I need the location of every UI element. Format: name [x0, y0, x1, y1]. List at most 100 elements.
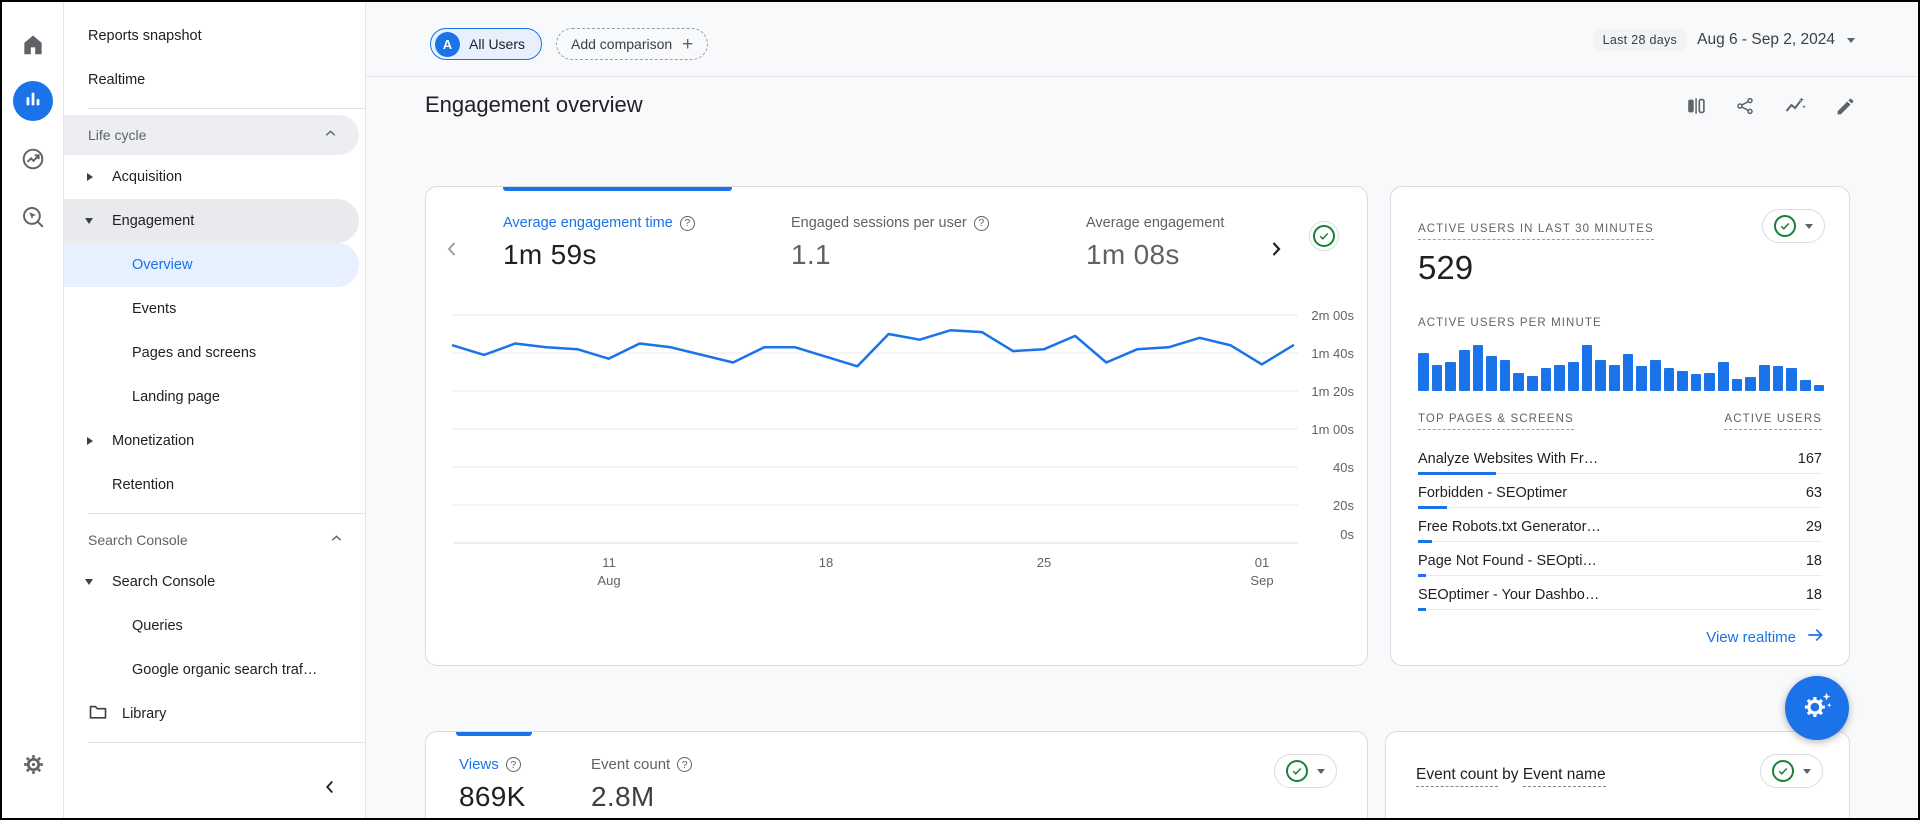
sidebar-item-overview-selected[interactable]: Overview — [64, 243, 359, 287]
edit-pencil-icon[interactable] — [1835, 96, 1856, 122]
page-users: 18 — [1805, 587, 1822, 603]
minute-bar — [1622, 354, 1634, 391]
insights-icon[interactable] — [1783, 94, 1807, 123]
sidebar-item-pages-and-screens[interactable]: Pages and screens — [64, 331, 365, 375]
x-tick: 11 — [602, 555, 616, 570]
sidebar-item-label: Queries — [132, 618, 183, 634]
minute-bar — [1608, 365, 1620, 391]
minute-bar — [1786, 368, 1797, 391]
folder-icon — [88, 702, 108, 726]
metric-label: Average engagement time — [503, 215, 673, 231]
col-top-pages[interactable]: TOP PAGES & SCREENS — [1418, 413, 1574, 430]
tab-views[interactable]: Views? 869K — [459, 756, 526, 813]
date-range-value: Aug 6 - Sep 2, 2024 — [1697, 31, 1835, 48]
minute-bar — [1445, 362, 1456, 391]
carousel-left-icon[interactable] — [440, 237, 464, 266]
sidebar-item-realtime[interactable]: Realtime — [64, 58, 365, 102]
metric-term[interactable]: Event count — [1416, 766, 1498, 787]
explore-icon[interactable] — [2, 204, 64, 230]
section-label: Search Console — [88, 532, 188, 548]
check-circle-icon — [1774, 215, 1796, 237]
minute-bar — [1540, 368, 1552, 391]
help-icon[interactable]: ? — [505, 757, 521, 772]
sidebar-item-google-organic-search[interactable]: Google organic search traf… — [64, 648, 365, 692]
y-tick: 20s — [1333, 498, 1354, 513]
advertising-icon[interactable] — [2, 146, 64, 172]
insights-fab[interactable] — [1785, 676, 1849, 740]
help-icon[interactable]: ? — [677, 757, 693, 772]
table-row[interactable]: Page Not Found - SEOpti… 18 — [1418, 547, 1822, 581]
sidebar-section-life-cycle[interactable]: Life cycle — [64, 115, 359, 155]
tab-engaged-sessions-per-user[interactable]: Engaged sessions per user? 1.1 — [791, 215, 989, 271]
sidebar-section-search-console[interactable]: Search Console — [64, 520, 365, 560]
chevron-down-icon — [1805, 223, 1813, 229]
x-tick: 25 — [1037, 555, 1051, 570]
data-quality-badge[interactable] — [1309, 221, 1339, 251]
tab-average-engagement-time[interactable]: Average engagement time? 1m 59s — [503, 215, 695, 271]
y-tick: 0s — [1340, 527, 1354, 542]
sidebar-item-landing-page[interactable]: Landing page — [64, 375, 365, 419]
sidebar-item-label: Retention — [112, 477, 175, 493]
tab-average-engagement[interactable]: Average engagement 1m 08s — [1086, 215, 1224, 271]
settings-gear-icon[interactable] — [2, 752, 64, 777]
minute-bar — [1677, 371, 1688, 391]
tab-event-count[interactable]: Event count? 2.8M — [591, 756, 693, 813]
sidebar-item-engagement[interactable]: Engagement — [64, 199, 359, 243]
sidebar-item-label: Pages and screens — [132, 345, 257, 361]
x-tick: 18 — [819, 555, 833, 570]
table-row[interactable]: Free Robots.txt Generator… 29 — [1418, 513, 1822, 547]
sidebar-item-search-console[interactable]: Search Console — [64, 560, 365, 604]
table-row[interactable]: Analyze Websites With Fr… 167 — [1418, 445, 1822, 479]
sidebar-item-reports-snapshot[interactable]: Reports snapshot — [64, 14, 365, 58]
view-realtime-label: View realtime — [1706, 628, 1796, 646]
active-users-per-minute-chart — [1418, 343, 1825, 391]
add-comparison-button[interactable]: Add comparison + — [556, 28, 709, 60]
sidebar-item-acquisition[interactable]: Acquisition — [64, 155, 365, 199]
table-row[interactable]: Forbidden - SEOptimer 63 — [1418, 479, 1822, 513]
minute-bar — [1513, 373, 1525, 391]
home-icon[interactable] — [2, 32, 64, 58]
minute-bar — [1704, 373, 1716, 391]
sidebar-item-monetization[interactable]: Monetization — [64, 419, 365, 463]
nav-rail — [2, 2, 64, 818]
view-realtime-link[interactable]: View realtime — [1706, 625, 1825, 649]
sidebar-item-label: Events — [132, 301, 177, 317]
sidebar-item-label: Google organic search traf… — [132, 662, 318, 678]
sidebar-item-library[interactable]: Library — [64, 692, 365, 736]
report-toolbar — [1685, 94, 1856, 123]
join-text: by — [1497, 766, 1523, 783]
share-icon[interactable] — [1735, 96, 1755, 121]
sidebar-item-label: Landing page — [132, 389, 220, 405]
sidebar-item-retention[interactable]: Retention — [64, 463, 365, 507]
sidebar-item-events[interactable]: Events — [64, 287, 365, 331]
table-row[interactable]: SEOptimer - Your Dashbo… 18 — [1418, 581, 1822, 615]
metric-label: Average engagement — [1086, 215, 1225, 231]
page-users: 63 — [1805, 485, 1822, 501]
minute-bar — [1690, 374, 1702, 391]
comparison-ab-icon[interactable] — [1685, 95, 1707, 122]
active-users-30min-label[interactable]: ACTIVE USERS IN LAST 30 MINUTES — [1418, 223, 1654, 240]
dimension-term[interactable]: Event name — [1522, 766, 1606, 787]
minute-bar — [1418, 353, 1429, 391]
data-quality-dropdown[interactable] — [1274, 754, 1337, 788]
metric-value: 1m 08s — [1086, 239, 1180, 270]
data-quality-dropdown[interactable] — [1760, 754, 1823, 788]
y-tick: 2m 00s — [1311, 308, 1354, 323]
reports-nav-active[interactable] — [13, 81, 53, 121]
data-quality-dropdown[interactable] — [1762, 209, 1825, 243]
engagement-metrics-card: Average engagement time? 1m 59s Engaged … — [425, 186, 1368, 666]
sidebar-item-queries[interactable]: Queries — [64, 604, 365, 648]
carousel-right-icon[interactable] — [1264, 237, 1288, 266]
help-icon[interactable]: ? — [679, 215, 695, 231]
all-users-segment-chip[interactable]: A All Users — [430, 28, 543, 60]
col-active-users[interactable]: ACTIVE USERS — [1724, 413, 1822, 430]
help-icon[interactable]: ? — [973, 215, 989, 231]
y-tick: 1m 40s — [1311, 346, 1354, 361]
chevron-up-icon — [328, 530, 345, 550]
minute-bar — [1499, 360, 1511, 391]
realtime-card: ACTIVE USERS IN LAST 30 MINUTES 529 ACTI… — [1390, 186, 1850, 666]
collapse-sidebar-icon[interactable] — [319, 776, 341, 802]
date-range-picker[interactable]: Last 28 days Aug 6 - Sep 2, 2024 — [1593, 29, 1855, 51]
page-users: 18 — [1805, 553, 1822, 569]
segment-avatar: A — [435, 31, 460, 57]
